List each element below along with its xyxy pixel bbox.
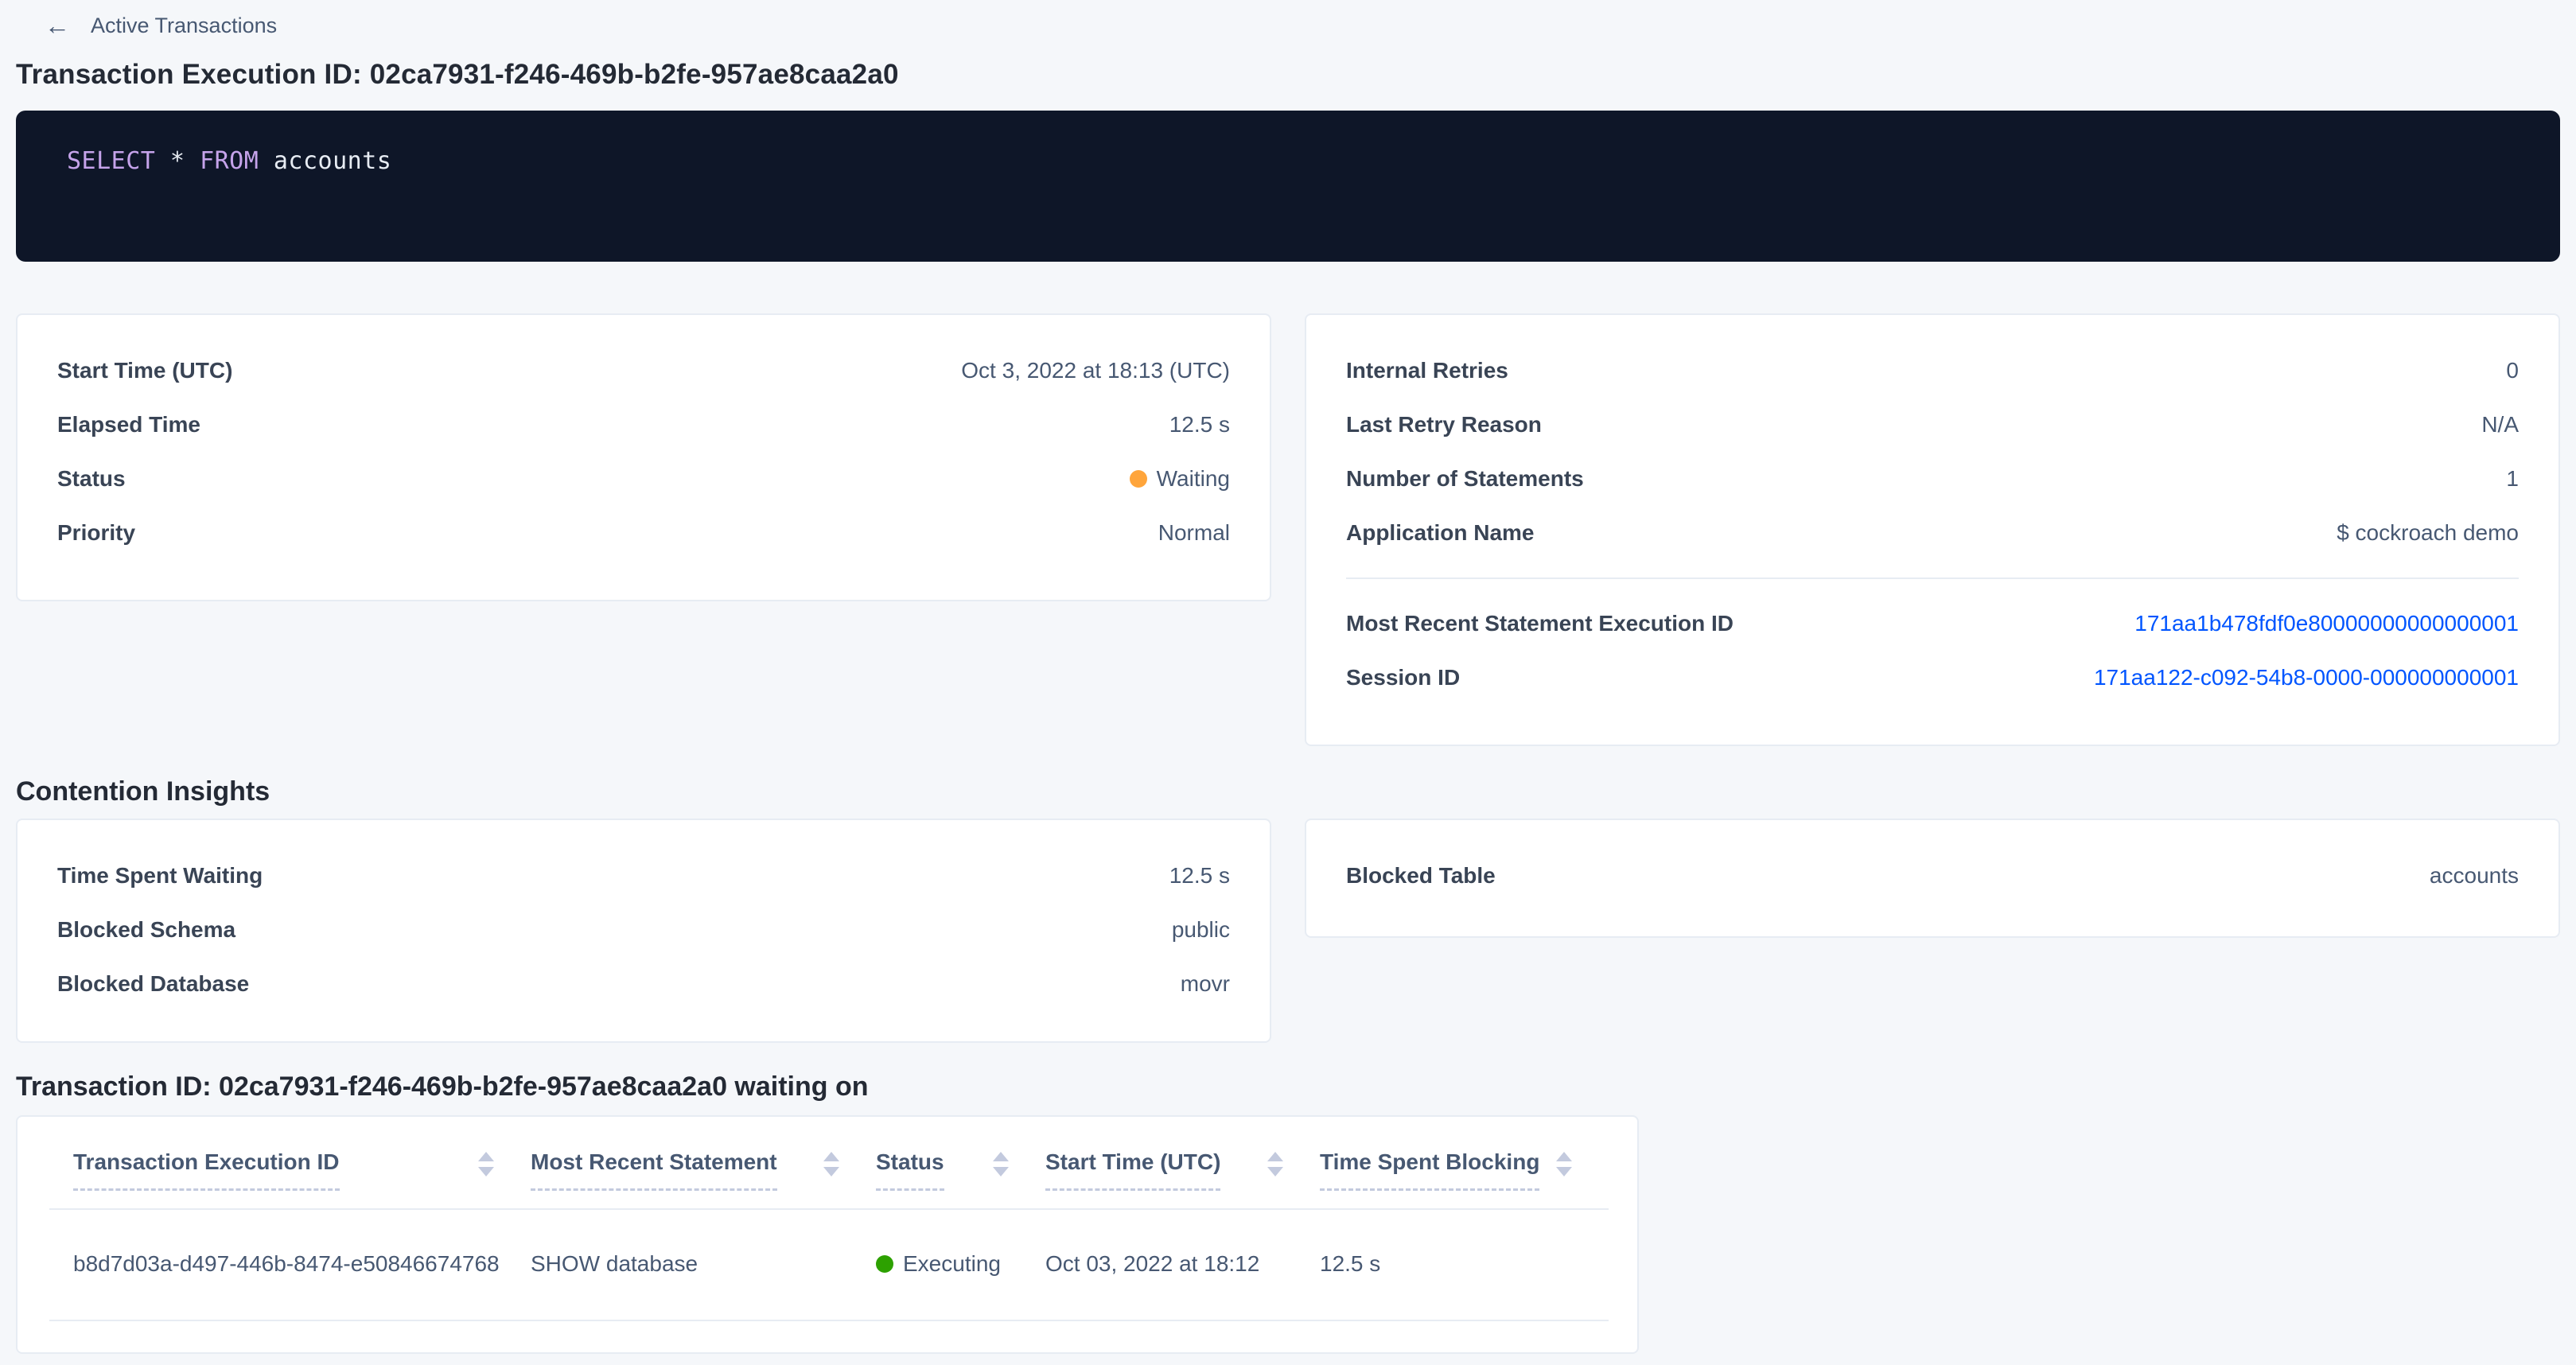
start-time-row: Start Time (UTC) Oct 3, 2022 at 18:13 (U… xyxy=(57,344,1230,398)
sort-icon[interactable] xyxy=(993,1152,1009,1176)
blocked-database-label: Blocked Database xyxy=(57,971,250,996)
blocked-table-value: accounts xyxy=(2429,863,2519,888)
sort-icon[interactable] xyxy=(478,1152,494,1176)
internal-retries-value: 0 xyxy=(2506,358,2519,383)
number-of-statements-label: Number of Statements xyxy=(1346,466,1584,491)
status-value: Waiting xyxy=(1129,466,1230,492)
table-row: b8d7d03a-d497-446b-8474-e50846674768 SHO… xyxy=(49,1208,1609,1320)
page-title: Transaction Execution ID: 02ca7931-f246-… xyxy=(16,59,899,90)
sql-keyword: FROM xyxy=(200,147,259,175)
blocked-schema-row: Blocked Schema public xyxy=(57,903,1230,957)
priority-value: Normal xyxy=(1158,520,1230,545)
contention-right-card: Blocked Table accounts xyxy=(1305,819,2560,938)
details-cards-row: Start Time (UTC) Oct 3, 2022 at 18:13 (U… xyxy=(16,313,2560,746)
time-spent-waiting-label: Time Spent Waiting xyxy=(57,863,263,888)
last-retry-reason-label: Last Retry Reason xyxy=(1346,412,1542,437)
column-header-time-spent-blocking[interactable]: Time Spent Blocking xyxy=(1320,1149,1609,1209)
most-recent-statement-execution-id-link[interactable]: 171aa1b478fdf0e80000000000000001 xyxy=(2134,611,2519,636)
sql-table-name: accounts xyxy=(259,147,392,175)
sort-icon[interactable] xyxy=(1556,1152,1572,1176)
column-header-most-recent-statement[interactable]: Most Recent Statement xyxy=(531,1149,876,1209)
application-name-label: Application Name xyxy=(1346,520,1535,545)
most-recent-statement-execution-id-row: Most Recent Statement Execution ID 171aa… xyxy=(1346,597,2519,651)
time-spent-waiting-row: Time Spent Waiting 12.5 s xyxy=(57,849,1230,903)
blocked-table-row: Blocked Table accounts xyxy=(1346,849,2519,903)
sql-text: * xyxy=(155,147,200,175)
breadcrumb-back-link[interactable]: ← Active Transactions xyxy=(0,0,277,38)
card-divider xyxy=(1346,578,2519,579)
cell-start-time: Oct 03, 2022 at 18:12 xyxy=(1045,1250,1260,1276)
cell-transaction-execution-id: b8d7d03a-d497-446b-8474-e50846674768 xyxy=(73,1250,500,1276)
blocked-database-value: movr xyxy=(1180,971,1230,996)
priority-row: Priority Normal xyxy=(57,506,1230,560)
column-label: Status xyxy=(876,1149,944,1191)
application-name-value: $ cockroach demo xyxy=(2337,520,2519,545)
session-id-row: Session ID 171aa122-c092-54b8-0000-00000… xyxy=(1346,651,2519,705)
cell-status: Executing xyxy=(876,1209,1045,1320)
cell-time-spent-blocking: 12.5 s xyxy=(1320,1250,1381,1276)
status-text: Executing xyxy=(903,1250,1001,1276)
session-id-link[interactable]: 171aa122-c092-54b8-0000-000000000001 xyxy=(2093,665,2519,690)
column-header-start-time[interactable]: Start Time (UTC) xyxy=(1045,1149,1320,1209)
number-of-statements-value: 1 xyxy=(2506,466,2519,491)
status-label: Status xyxy=(57,466,126,491)
internal-retries-label: Internal Retries xyxy=(1346,358,1508,383)
table-header-row: Transaction Execution ID Most Recent Sta… xyxy=(49,1149,1609,1209)
column-label: Start Time (UTC) xyxy=(1045,1149,1221,1191)
start-time-label: Start Time (UTC) xyxy=(57,358,233,383)
waiting-status-dot-icon xyxy=(1129,470,1147,488)
column-header-transaction-execution-id[interactable]: Transaction Execution ID xyxy=(49,1149,531,1209)
waiting-on-heading: Transaction ID: 02ca7931-f246-469b-b2fe-… xyxy=(16,1071,869,1102)
blocked-schema-label: Blocked Schema xyxy=(57,917,236,942)
executing-status-dot-icon xyxy=(876,1254,893,1273)
priority-label: Priority xyxy=(57,520,136,545)
cell-most-recent-statement: SHOW database xyxy=(531,1250,698,1276)
column-label: Most Recent Statement xyxy=(531,1149,777,1191)
blocked-table-label: Blocked Table xyxy=(1346,863,1496,888)
contention-cards-row: Time Spent Waiting 12.5 s Blocked Schema… xyxy=(16,819,2560,1043)
internal-retries-row: Internal Retries 0 xyxy=(1346,344,2519,398)
status-text: Waiting xyxy=(1156,466,1230,491)
elapsed-time-value: 12.5 s xyxy=(1169,412,1230,437)
contention-left-card: Time Spent Waiting 12.5 s Blocked Schema… xyxy=(16,819,1271,1043)
column-label: Transaction Execution ID xyxy=(73,1149,340,1191)
application-name-row: Application Name $ cockroach demo xyxy=(1346,506,2519,560)
sql-statement-box: SELECT * FROM accounts xyxy=(16,111,2560,262)
column-label: Time Spent Blocking xyxy=(1320,1149,1540,1191)
status-row: Status Waiting xyxy=(57,452,1230,506)
last-retry-reason-value: N/A xyxy=(2481,412,2519,437)
elapsed-time-row: Elapsed Time 12.5 s xyxy=(57,398,1230,452)
breadcrumb-label: Active Transactions xyxy=(91,13,278,37)
session-id-label: Session ID xyxy=(1346,665,1461,690)
last-retry-reason-row: Last Retry Reason N/A xyxy=(1346,398,2519,452)
column-header-status[interactable]: Status xyxy=(876,1149,1045,1209)
blocked-schema-value: public xyxy=(1171,917,1230,942)
back-arrow-icon: ← xyxy=(45,11,70,40)
blocked-database-row: Blocked Database movr xyxy=(57,957,1230,1011)
most-recent-statement-execution-id-label: Most Recent Statement Execution ID xyxy=(1346,611,1734,636)
elapsed-time-label: Elapsed Time xyxy=(57,412,201,437)
waiting-on-table: Transaction Execution ID Most Recent Sta… xyxy=(49,1149,1609,1321)
sort-icon[interactable] xyxy=(823,1152,839,1176)
time-spent-waiting-value: 12.5 s xyxy=(1169,863,1230,888)
sort-icon[interactable] xyxy=(1267,1152,1283,1176)
number-of-statements-row: Number of Statements 1 xyxy=(1346,452,2519,506)
contention-insights-heading: Contention Insights xyxy=(16,776,270,807)
overview-card: Start Time (UTC) Oct 3, 2022 at 18:13 (U… xyxy=(16,313,1271,601)
execution-card: Internal Retries 0 Last Retry Reason N/A… xyxy=(1305,313,2560,746)
waiting-on-table-card: Transaction Execution ID Most Recent Sta… xyxy=(16,1115,1639,1354)
sql-keyword: SELECT xyxy=(67,147,156,175)
start-time-value: Oct 3, 2022 at 18:13 (UTC) xyxy=(961,358,1230,383)
